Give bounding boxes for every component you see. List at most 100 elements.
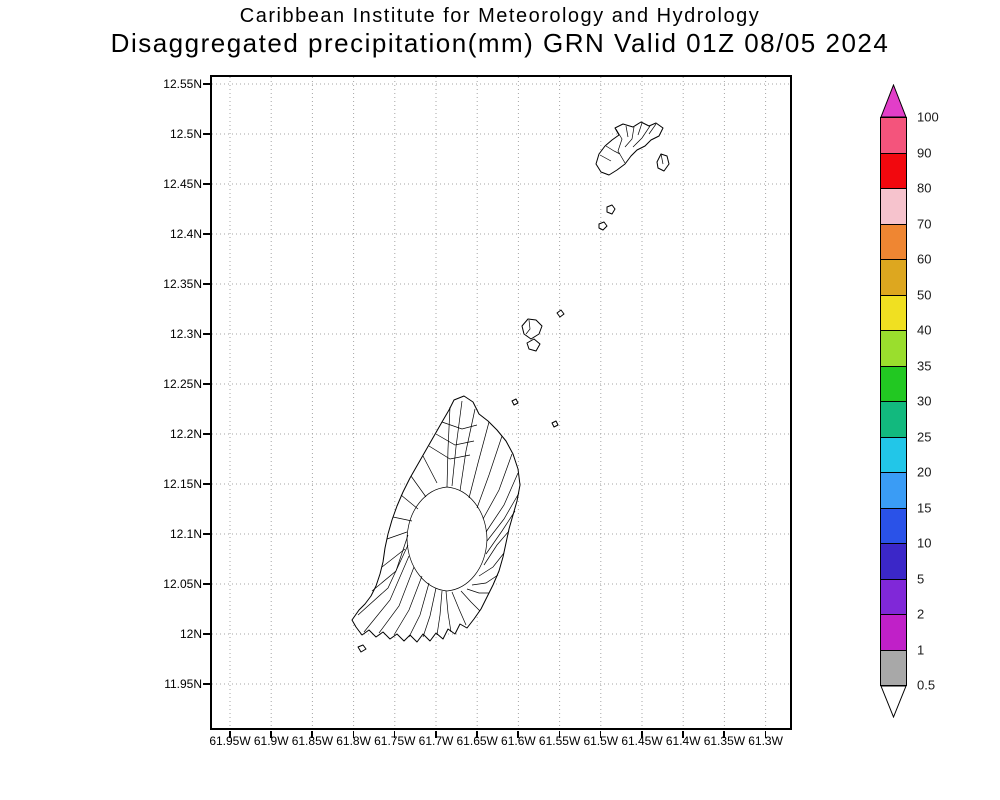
island-bird-islet: [551, 420, 559, 428]
grenada-watershed-line: [436, 590, 443, 636]
colorbar-segment: [880, 578, 907, 615]
grenada-watershed-line: [422, 587, 437, 638]
carriacou-coastline: [595, 121, 664, 176]
lon-tick-mark: [311, 731, 313, 738]
colorbar-value-label: 70: [917, 216, 932, 231]
lon-tick-label: 61.3W: [748, 734, 783, 748]
colorbar-segment: [880, 543, 907, 580]
colorbar-segment: [880, 152, 907, 189]
lat-tick-label: 12.55N: [163, 77, 202, 91]
colorbar-value-label: 90: [917, 145, 932, 160]
lat-tick-mark: [203, 433, 210, 435]
carriacou-watershed-line: [632, 125, 651, 148]
sugar-loaf-islet-coastline: [511, 398, 519, 406]
colorbar-segment: [880, 365, 907, 402]
island-les-tantes: [556, 309, 565, 318]
saline-island-coastline: [606, 204, 616, 215]
islands-layer: [351, 121, 670, 653]
grenada-watershed-line: [441, 421, 478, 430]
institute-title: Caribbean Institute for Meteorology and …: [239, 5, 761, 27]
precipitation-colorbar: 100 90 80 70 60 50 40 35 30 25 20 15 10 5 2 1 0.5: [880, 84, 980, 718]
latitude-axis: 12.55N 12.5N 12.45N 12.4N 12.35N 12.3N 12.25N 1…: [0, 77, 202, 728]
lat-tick-label: 12.25N: [163, 377, 202, 391]
lat-tick-mark: [203, 333, 210, 335]
lon-tick-mark: [352, 731, 355, 738]
colorbar-value-label: 30: [917, 393, 932, 409]
lat-tick-mark: [203, 633, 210, 635]
colorbar-segment: [880, 188, 907, 225]
grenada-watershed-line: [386, 531, 408, 540]
lon-tick-label: 61.8W: [336, 734, 371, 748]
frigate-island-coastline: [598, 221, 608, 231]
grenada-watershed-line: [435, 433, 475, 446]
grenada-watershed-line: [428, 445, 471, 460]
colorbar-segment: [880, 223, 907, 260]
island-carriacou: [595, 121, 664, 176]
grenada-watershed-line: [378, 566, 415, 634]
carriacou-watershed-line: [625, 125, 629, 138]
lon-tick-mark: [764, 731, 767, 738]
lat-tick-mark: [203, 683, 210, 685]
grenada-watershed-line: [486, 492, 520, 542]
grenada-watershed-line: [482, 453, 513, 520]
island-petite-martinique: [656, 153, 670, 172]
lat-tick-mark: [203, 383, 210, 385]
colorbar-value-label: 40: [917, 322, 932, 338]
carriacou-watershed-line: [605, 145, 621, 155]
lat-tick-label: 12.3N: [169, 327, 202, 341]
lat-tick-mark: [203, 533, 210, 535]
colorbar-segment: [880, 472, 907, 509]
lon-tick-label: 61.45W: [621, 734, 663, 748]
carriacou-watershed-line: [624, 126, 635, 148]
grenada-watershed-line: [471, 574, 499, 586]
lon-tick-mark: [599, 731, 602, 738]
map-plot-area: [203, 75, 792, 738]
grenada-watershed-line: [476, 435, 503, 509]
caille-island-coastline: [526, 338, 541, 352]
grenada-watershed-line: [410, 475, 427, 498]
lon-tick-mark: [682, 731, 684, 738]
lon-tick-label: 61.75W: [374, 734, 416, 748]
colorbar-value-label: 25: [917, 429, 932, 444]
grenada-watershed-line: [445, 590, 452, 633]
lat-tick-label: 12.35N: [163, 277, 202, 291]
colorbar-value-label: 50: [917, 287, 932, 302]
colorbar-value-label: 5: [917, 571, 925, 586]
lon-tick-mark: [435, 731, 437, 738]
lon-tick-mark: [723, 731, 725, 738]
lon-tick-mark: [517, 731, 519, 738]
colorbar-value-label: 60: [917, 251, 932, 267]
colorbar-segment: [880, 401, 907, 438]
lat-tick-mark: [203, 183, 210, 185]
colorbar-value-label: 35: [917, 358, 932, 373]
lat-tick-mark: [203, 283, 210, 285]
grenada-watershed-line: [485, 510, 516, 555]
grenada-watershed-line: [485, 472, 519, 533]
lat-tick-mark: [203, 133, 210, 135]
lon-tick-label: 61.55W: [538, 734, 581, 748]
lat-tick-mark: [203, 233, 210, 235]
grenada-watershed-line: [451, 400, 463, 487]
lon-tick-label: 61.95W: [209, 734, 251, 748]
carriacou-watershed-line: [637, 122, 643, 136]
map-canvas: [212, 77, 790, 728]
lat-tick-label: 12.1N: [169, 527, 202, 541]
grenada-coastline: [351, 395, 521, 643]
grenada-watershed-line: [478, 552, 505, 577]
petite-martinique-watershed-line: [660, 153, 664, 165]
island-frigate-island: [598, 221, 608, 231]
lat-tick-label: 11.95N: [164, 677, 202, 691]
colorbar-value-label: 10: [917, 535, 932, 551]
lon-tick-label: 61.4W: [665, 734, 701, 748]
grenada-watershed-line: [357, 544, 409, 616]
grenada-watershed-line: [483, 530, 510, 566]
colorbar-segment: [880, 507, 907, 544]
lon-tick-label: 61.6W: [501, 734, 536, 748]
island-grenada: [351, 395, 521, 643]
colorbar-value-label: 0.5: [917, 677, 936, 693]
colorbar-above-max-arrow: [880, 84, 907, 117]
lat-tick-label: 12.4N: [169, 227, 202, 241]
colorbar-value-label: 100: [917, 109, 939, 125]
lon-tick-label: 61.5W: [583, 734, 619, 748]
